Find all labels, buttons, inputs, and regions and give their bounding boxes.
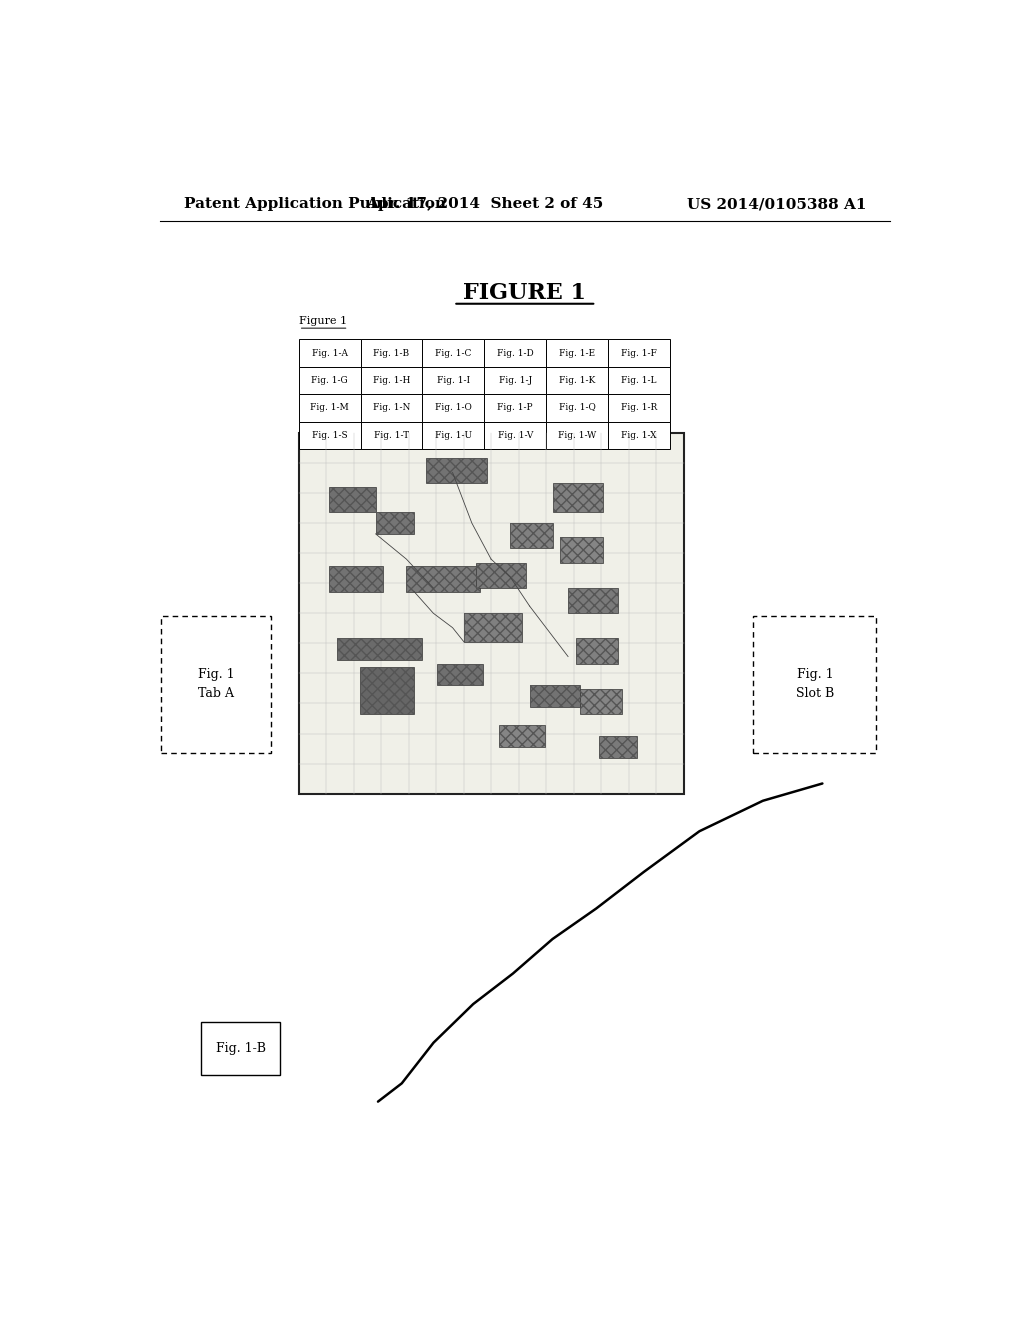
Bar bbox=[476, 562, 525, 587]
Bar bbox=[580, 689, 622, 714]
Text: Fig. 1-W: Fig. 1-W bbox=[558, 430, 596, 440]
Bar bbox=[510, 523, 553, 548]
Bar bbox=[330, 566, 383, 591]
Bar bbox=[484, 395, 546, 421]
Text: Fig. 1-H: Fig. 1-H bbox=[373, 376, 411, 385]
Bar bbox=[376, 512, 414, 533]
Text: Fig. 1-L: Fig. 1-L bbox=[622, 376, 656, 385]
Bar bbox=[423, 367, 484, 395]
Text: Fig. 1-U: Fig. 1-U bbox=[435, 430, 472, 440]
Bar bbox=[553, 483, 603, 512]
Text: Fig. 1-V: Fig. 1-V bbox=[498, 430, 532, 440]
Bar bbox=[360, 395, 423, 421]
Text: Patent Application Publication: Patent Application Publication bbox=[183, 197, 445, 211]
Bar bbox=[546, 367, 608, 395]
Bar bbox=[360, 668, 414, 714]
Bar bbox=[407, 566, 479, 591]
Text: Apr. 17, 2014  Sheet 2 of 45: Apr. 17, 2014 Sheet 2 of 45 bbox=[367, 197, 604, 211]
Bar bbox=[360, 668, 414, 714]
Text: Fig. 1-B: Fig. 1-B bbox=[216, 1043, 265, 1055]
Bar bbox=[360, 339, 423, 367]
Bar bbox=[337, 639, 422, 660]
Text: Fig. 1-Q: Fig. 1-Q bbox=[559, 404, 596, 412]
Text: Fig. 1-A: Fig. 1-A bbox=[311, 348, 347, 358]
Bar bbox=[299, 421, 360, 449]
Bar bbox=[754, 615, 877, 752]
Text: Fig. 1-D: Fig. 1-D bbox=[497, 348, 534, 358]
Bar bbox=[546, 421, 608, 449]
Text: Fig. 1-N: Fig. 1-N bbox=[373, 404, 411, 412]
Bar bbox=[599, 737, 637, 758]
Bar bbox=[376, 512, 414, 533]
Bar bbox=[608, 339, 670, 367]
Bar bbox=[360, 367, 423, 395]
Bar bbox=[423, 339, 484, 367]
Text: Fig. 1-B: Fig. 1-B bbox=[374, 348, 410, 358]
Bar bbox=[407, 566, 479, 591]
Bar bbox=[464, 614, 522, 642]
Bar bbox=[299, 339, 360, 367]
Bar bbox=[553, 483, 603, 512]
Text: Fig. 1
Tab A: Fig. 1 Tab A bbox=[198, 668, 234, 701]
Text: FIGURE 1: FIGURE 1 bbox=[463, 281, 587, 304]
Bar bbox=[201, 1022, 281, 1076]
Bar bbox=[337, 639, 422, 660]
Bar bbox=[484, 421, 546, 449]
Bar bbox=[510, 523, 553, 548]
Text: Fig. 1-T: Fig. 1-T bbox=[374, 430, 409, 440]
Bar bbox=[568, 587, 618, 614]
Text: Fig. 1
Slot B: Fig. 1 Slot B bbox=[796, 668, 834, 701]
Bar bbox=[484, 339, 546, 367]
Bar bbox=[330, 487, 376, 512]
Text: Fig. 1-R: Fig. 1-R bbox=[621, 404, 657, 412]
Bar bbox=[330, 566, 383, 591]
Bar bbox=[560, 537, 603, 562]
Bar bbox=[360, 421, 423, 449]
Text: Fig. 1-G: Fig. 1-G bbox=[311, 376, 348, 385]
Text: Fig. 1-I: Fig. 1-I bbox=[437, 376, 470, 385]
Bar bbox=[499, 725, 545, 747]
Bar bbox=[580, 689, 622, 714]
Bar bbox=[426, 458, 487, 483]
Text: Fig. 1-O: Fig. 1-O bbox=[435, 404, 472, 412]
Bar bbox=[546, 395, 608, 421]
Bar bbox=[330, 487, 376, 512]
Bar bbox=[546, 339, 608, 367]
Bar bbox=[423, 395, 484, 421]
Text: Fig. 1-C: Fig. 1-C bbox=[435, 348, 472, 358]
Bar bbox=[437, 664, 483, 685]
Bar bbox=[608, 395, 670, 421]
Bar bbox=[464, 614, 522, 642]
Bar bbox=[608, 421, 670, 449]
Bar bbox=[426, 458, 487, 483]
Bar bbox=[299, 367, 360, 395]
Bar bbox=[299, 433, 684, 793]
Bar bbox=[299, 395, 360, 421]
Bar bbox=[575, 639, 618, 664]
Bar bbox=[484, 367, 546, 395]
Text: Fig. 1-M: Fig. 1-M bbox=[310, 404, 349, 412]
Text: Fig. 1-P: Fig. 1-P bbox=[498, 404, 534, 412]
Bar bbox=[599, 737, 637, 758]
Bar bbox=[423, 421, 484, 449]
Bar bbox=[437, 664, 483, 685]
Text: US 2014/0105388 A1: US 2014/0105388 A1 bbox=[686, 197, 866, 211]
Text: Fig. 1-K: Fig. 1-K bbox=[559, 376, 595, 385]
Text: Fig. 1-X: Fig. 1-X bbox=[622, 430, 656, 440]
Text: Fig. 1-S: Fig. 1-S bbox=[311, 430, 347, 440]
Bar bbox=[529, 685, 580, 708]
Text: Figure 1: Figure 1 bbox=[299, 315, 347, 326]
Bar bbox=[529, 685, 580, 708]
Bar bbox=[568, 587, 618, 614]
Bar bbox=[162, 615, 270, 752]
Bar bbox=[499, 725, 545, 747]
Bar bbox=[476, 562, 525, 587]
Text: Fig. 1-F: Fig. 1-F bbox=[622, 348, 657, 358]
Bar bbox=[575, 639, 618, 664]
Text: Fig. 1-J: Fig. 1-J bbox=[499, 376, 531, 385]
Bar bbox=[608, 367, 670, 395]
Text: Fig. 1-E: Fig. 1-E bbox=[559, 348, 595, 358]
Bar bbox=[560, 537, 603, 562]
